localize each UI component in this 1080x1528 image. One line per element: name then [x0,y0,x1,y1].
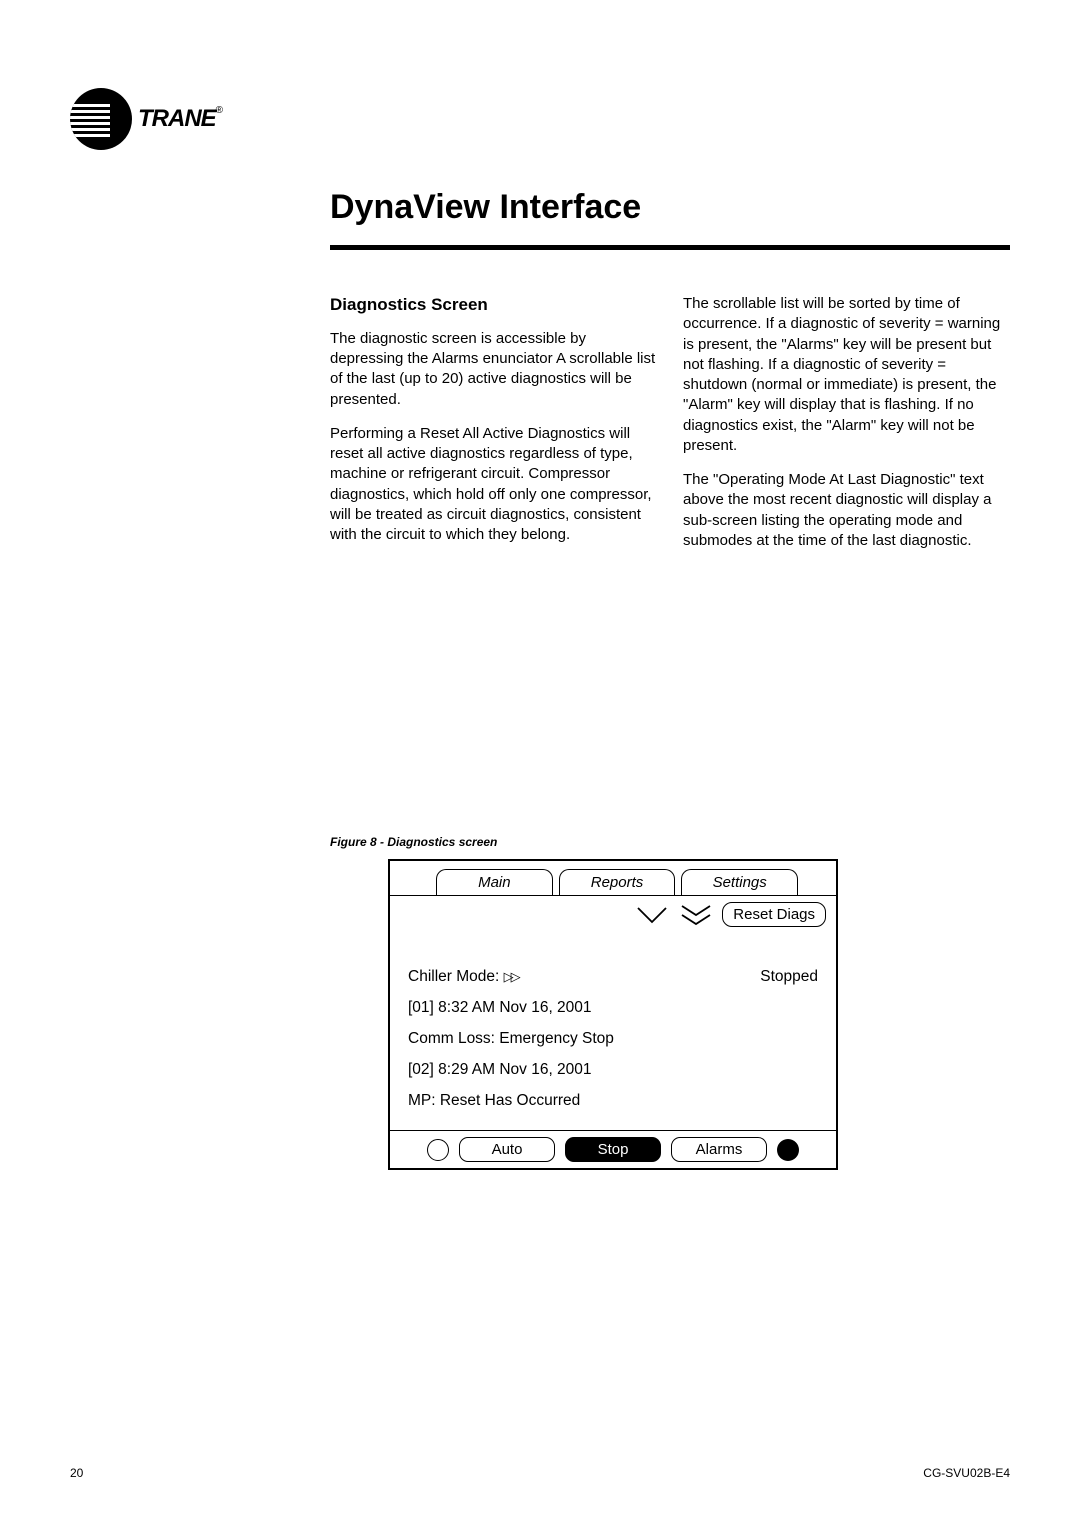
diag-entry-msg: Comm Loss: Emergency Stop [408,1023,818,1054]
chiller-mode-row: Chiller Mode: ▷▷ Stopped [408,961,818,992]
paragraph: The scrollable list will be sorted by ti… [683,294,1010,456]
brand-logo: TRANE® [70,88,222,150]
tab-main[interactable]: Main [436,869,553,895]
paragraph: Performing a Reset All Active Diagnostic… [330,424,657,546]
tab-settings[interactable]: Settings [681,869,798,895]
chiller-mode-label: Chiller Mode: ▷▷ [408,961,518,992]
alarms-button[interactable]: Alarms [671,1137,767,1162]
status-indicator-off-icon [427,1139,449,1161]
page-number: 20 [70,1466,83,1480]
toolbar: Reset Diags [390,895,836,933]
tab-reports[interactable]: Reports [559,869,676,895]
diag-entry-time: [01] 8:32 AM Nov 16, 2001 [408,992,818,1023]
paragraph: The diagnostic screen is accessible by d… [330,329,657,410]
auto-button[interactable]: Auto [459,1137,555,1162]
paragraph: The "Operating Mode At Last Diagnostic" … [683,470,1010,551]
chiller-mode-value: Stopped [760,961,818,992]
logo-circle-icon [70,88,132,150]
page: TRANE® DynaView Interface Diagnostics Sc… [0,0,1080,1528]
bottom-bar: Auto Stop Alarms [390,1130,836,1168]
diag-entry-time: [02] 8:29 AM Nov 16, 2001 [408,1054,818,1085]
scroll-up-icon[interactable] [634,904,670,926]
column-left: Diagnostics Screen The diagnostic screen… [330,294,657,565]
forward-icon: ▷▷ [504,969,518,984]
column-right: The scrollable list will be sorted by ti… [683,294,1010,565]
page-title: DynaView Interface [330,188,1010,227]
diagnostics-screen-mockup: Main Reports Settings Reset Diags Chille… [388,859,838,1170]
title-rule [330,245,1010,250]
status-indicator-on-icon [777,1139,799,1161]
tab-bar: Main Reports Settings [390,861,836,895]
stop-button[interactable]: Stop [565,1137,661,1162]
brand-name: TRANE® [138,105,222,133]
document-id: CG-SVU02B-E4 [923,1466,1010,1480]
content-area: DynaView Interface Diagnostics Screen Th… [330,88,1010,1170]
screen-body: Chiller Mode: ▷▷ Stopped [01] 8:32 AM No… [390,933,836,1130]
scroll-down-icon[interactable] [678,904,714,926]
section-heading: Diagnostics Screen [330,294,657,317]
text-columns: Diagnostics Screen The diagnostic screen… [330,294,1010,565]
page-footer: 20 CG-SVU02B-E4 [70,1466,1010,1480]
figure-caption: Figure 8 - Diagnostics screen [330,835,1010,849]
diag-entry-msg: MP: Reset Has Occurred [408,1085,818,1116]
reset-diags-button[interactable]: Reset Diags [722,902,826,927]
